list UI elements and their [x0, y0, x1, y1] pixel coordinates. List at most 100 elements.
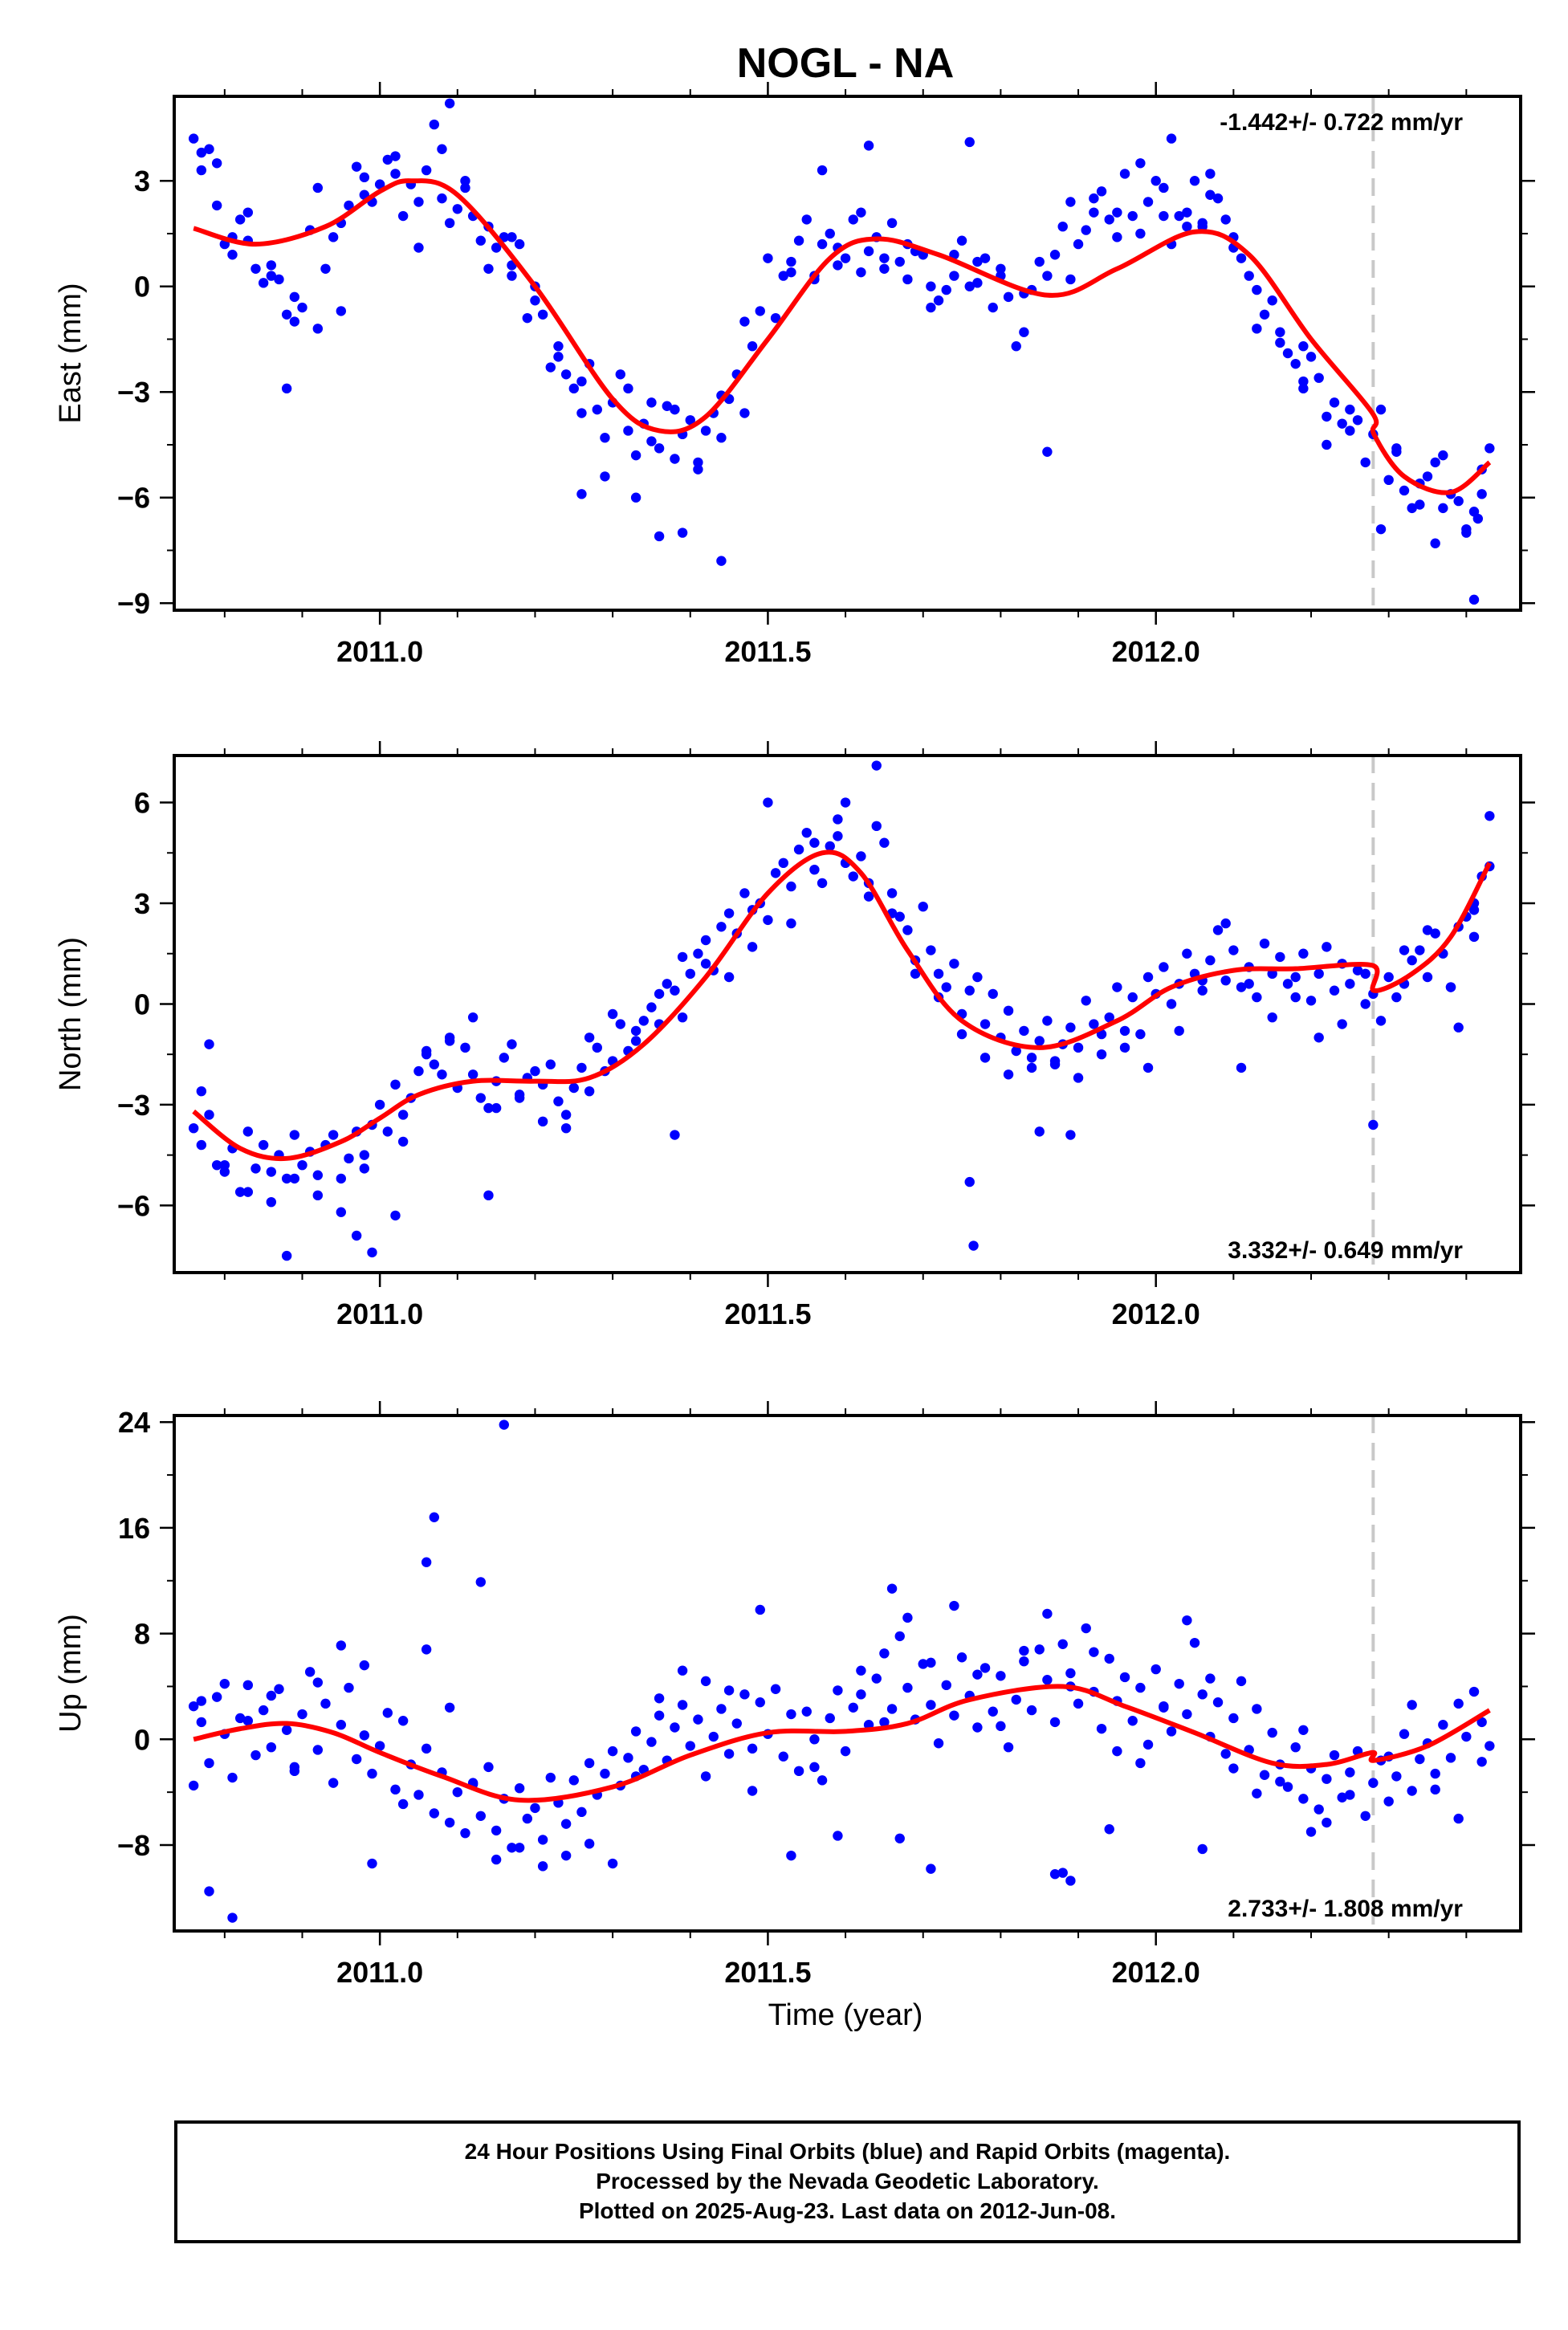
north-data-point — [979, 1053, 991, 1063]
up-data-point — [1197, 1689, 1208, 1700]
up-data-point — [723, 1749, 735, 1759]
east-data-point — [941, 284, 951, 295]
up-data-point — [1407, 1786, 1417, 1796]
north-data-point — [1011, 1045, 1021, 1057]
north-data-point — [1337, 1019, 1347, 1029]
north-data-point — [1073, 1042, 1084, 1053]
east-data-point — [1298, 376, 1309, 387]
north-data-point — [390, 1210, 401, 1221]
north-data-point — [1298, 948, 1309, 959]
up-data-point — [413, 1790, 424, 1800]
east-data-point — [654, 443, 665, 454]
up-data-point — [344, 1682, 354, 1693]
east-data-point — [646, 397, 657, 408]
east-data-point — [763, 253, 773, 263]
north-data-point — [1375, 1016, 1387, 1026]
east-data-point — [297, 302, 307, 313]
east-data-point — [211, 158, 222, 169]
north-data-point — [382, 1126, 393, 1137]
up-data-point — [1476, 1717, 1487, 1728]
east-data-point — [359, 172, 370, 183]
up-data-point — [196, 1696, 207, 1706]
north-data-point — [467, 1069, 479, 1080]
up-data-point — [1298, 1794, 1309, 1804]
east-data-point — [879, 253, 890, 263]
east-data-point — [475, 235, 486, 246]
up-data-point — [483, 1762, 494, 1773]
up-data-point — [693, 1714, 703, 1725]
north-data-point — [1220, 975, 1231, 986]
up-data-point — [1438, 1720, 1448, 1730]
up-data-point — [801, 1706, 812, 1717]
up-data-point — [677, 1665, 688, 1676]
y-tick-label: −6 — [117, 482, 150, 515]
east-data-point — [654, 531, 665, 542]
east-data-point — [1212, 193, 1224, 204]
up-data-point — [949, 1600, 959, 1611]
up-data-point — [1026, 1705, 1037, 1716]
east-data-point — [1151, 176, 1161, 186]
x-tick-label: 2011.0 — [336, 1297, 423, 1330]
up-data-point — [359, 1730, 370, 1741]
east-data-point — [553, 352, 564, 362]
east-data-point — [1159, 182, 1169, 193]
north-data-point — [592, 1042, 602, 1053]
north-data-point — [638, 1016, 649, 1026]
up-data-point — [1476, 1757, 1487, 1767]
north-data-point — [1345, 979, 1355, 989]
up-data-point — [1453, 1698, 1464, 1709]
east-data-point — [444, 218, 455, 229]
x-tick-label: 2011.5 — [724, 635, 811, 668]
up-data-point — [1322, 1817, 1332, 1828]
up-data-point — [1212, 1697, 1224, 1708]
north-data-point — [988, 988, 998, 1000]
north-data-point — [1468, 931, 1480, 943]
north-data-point — [1267, 968, 1277, 980]
east-data-point — [289, 291, 300, 303]
up-data-point — [234, 1713, 246, 1724]
up-y-axis-title: Up (mm) — [54, 1614, 88, 1733]
north-data-point — [234, 1187, 246, 1197]
east-data-point — [1244, 271, 1254, 281]
north-data-point — [1003, 1069, 1014, 1080]
north-data-point — [747, 942, 758, 952]
up-data-point — [444, 1817, 455, 1828]
up-data-point — [1135, 1758, 1146, 1769]
north-data-point — [871, 760, 882, 771]
up-data-point — [499, 1420, 509, 1430]
north-data-point — [250, 1163, 261, 1174]
east-data-point — [1081, 225, 1091, 235]
east-data-point — [258, 278, 269, 288]
up-data-point — [584, 1758, 595, 1769]
north-data-point — [1026, 1053, 1037, 1063]
north-data-point — [545, 1059, 556, 1069]
east-data-point — [281, 309, 292, 320]
north-data-point — [1360, 999, 1370, 1009]
north-data-point — [1236, 982, 1247, 992]
up-data-point — [1049, 1869, 1061, 1880]
up-data-point — [514, 1783, 525, 1794]
east-data-point — [530, 295, 540, 306]
footer-line-2: Processed by the Nevada Geodetic Laborat… — [596, 2169, 1099, 2194]
north-data-point — [1212, 925, 1224, 935]
north-data-point — [1445, 982, 1456, 992]
north-data-point — [1322, 942, 1332, 952]
up-data-point — [786, 1709, 796, 1720]
north-data-point — [266, 1196, 277, 1208]
north-data-point — [467, 1012, 479, 1023]
up-data-point — [507, 1843, 517, 1853]
up-data-point — [1275, 1776, 1285, 1787]
up-data-point — [421, 1557, 432, 1567]
east-data-point — [312, 324, 324, 334]
north-data-point — [1252, 992, 1262, 1003]
north-data-point — [654, 988, 665, 1000]
east-data-point — [1259, 309, 1270, 320]
east-data-point — [600, 433, 610, 443]
north-data-point — [685, 968, 695, 980]
east-data-point — [833, 260, 843, 271]
east-data-point — [786, 256, 796, 267]
up-data-point — [1407, 1700, 1417, 1710]
north-data-point — [266, 1167, 277, 1177]
up-data-point — [1081, 1623, 1091, 1634]
